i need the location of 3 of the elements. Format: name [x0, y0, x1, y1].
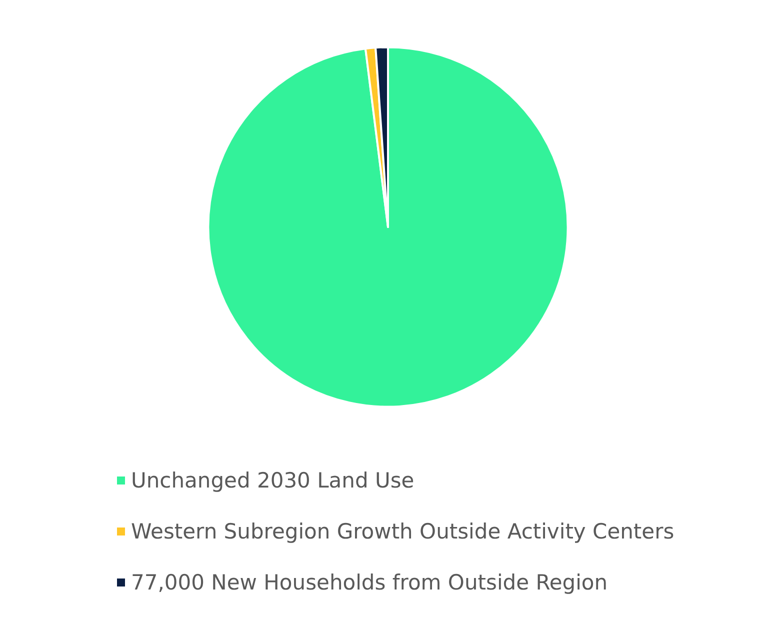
legend-label: 77,000 New Households from Outside Region: [131, 570, 608, 594]
legend-label: Western Subregion Growth Outside Activity Centers: [131, 520, 674, 544]
legend-label: Unchanged 2030 Land Use: [131, 468, 414, 492]
